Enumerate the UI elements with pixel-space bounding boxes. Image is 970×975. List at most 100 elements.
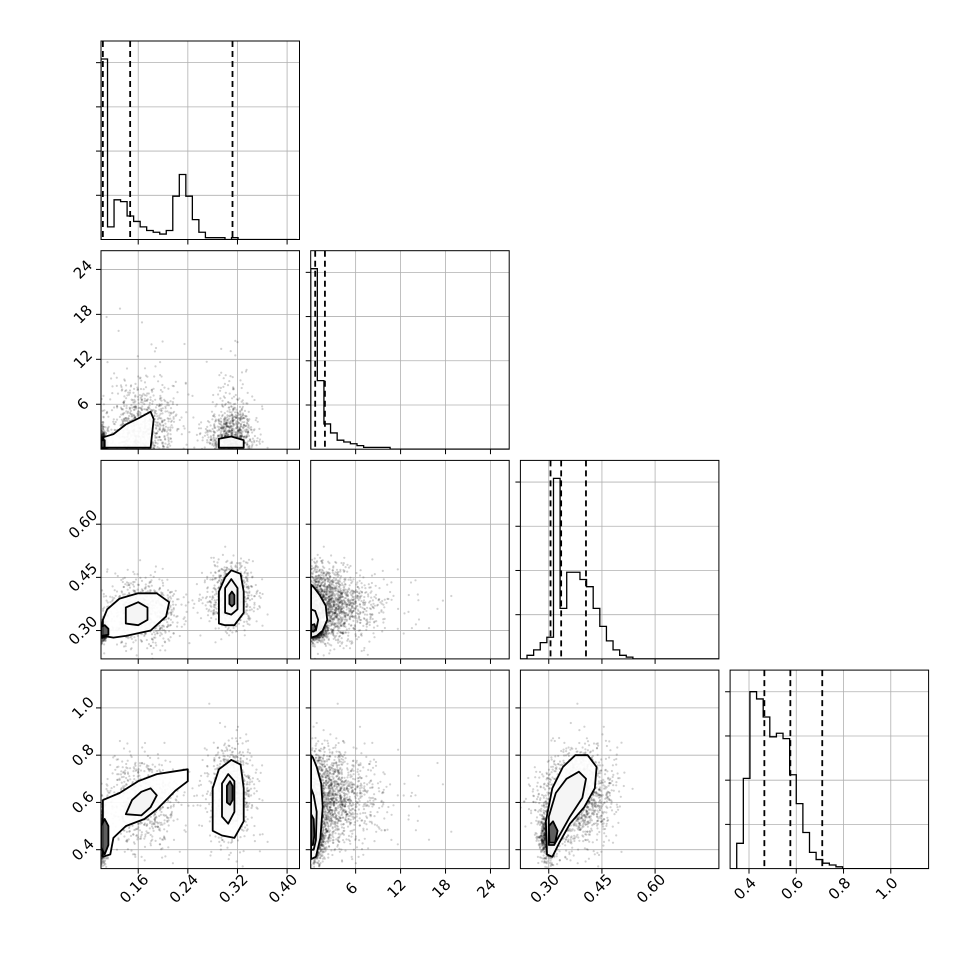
scatter-point: [112, 421, 114, 423]
scatter-point: [229, 422, 231, 424]
scatter-point: [363, 596, 365, 598]
scatter-point: [233, 424, 235, 426]
scatter-point: [142, 590, 144, 592]
scatter-point: [168, 630, 170, 632]
scatter-point: [172, 403, 174, 405]
scatter-point: [259, 592, 261, 594]
scatter-point: [215, 590, 217, 592]
scatter-point: [163, 387, 165, 389]
scatter-point: [227, 384, 229, 386]
scatter-point: [136, 654, 138, 656]
scatter-point: [223, 395, 225, 397]
scatter-point: [218, 429, 220, 431]
scatter-point: [215, 618, 217, 620]
scatter-point: [154, 445, 156, 447]
scatter-point: [134, 590, 136, 592]
scatter-point: [157, 380, 159, 382]
scatter-point: [106, 568, 108, 570]
scatter-point: [111, 600, 113, 602]
scatter-point: [134, 400, 136, 402]
scatter-point: [137, 375, 139, 377]
scatter-point: [191, 395, 193, 397]
scatter-point: [220, 411, 222, 413]
scatter-point: [237, 412, 239, 414]
scatter-point: [246, 609, 248, 611]
scatter-point: [213, 604, 215, 606]
scatter-point: [113, 423, 115, 425]
scatter-point: [226, 410, 228, 412]
scatter-point: [148, 392, 150, 394]
scatter-point: [250, 429, 252, 431]
scatter-point: [238, 417, 240, 419]
scatter-point: [170, 441, 172, 443]
scatter-point: [170, 413, 172, 415]
scatter-point: [175, 616, 177, 618]
scatter-point: [164, 438, 166, 440]
scatter-point: [103, 432, 105, 434]
scatter-point: [183, 425, 185, 427]
scatter-point: [253, 602, 255, 604]
scatter-point: [164, 649, 166, 651]
scatter-point: [127, 637, 129, 639]
scatter-point: [166, 430, 168, 432]
scatter-point: [236, 562, 238, 564]
scatter-point: [116, 405, 118, 407]
scatter-point: [124, 390, 126, 392]
scatter-point: [158, 436, 160, 438]
scatter-point: [259, 443, 261, 445]
panel-background: [311, 460, 510, 659]
scatter-point: [230, 411, 232, 413]
scatter-point: [247, 440, 249, 442]
scatter-point: [158, 409, 160, 411]
scatter-point: [240, 413, 242, 415]
scatter-point: [155, 565, 157, 567]
y-tick-label: 24: [70, 256, 96, 282]
scatter-point: [212, 394, 214, 396]
scatter-point: [106, 361, 108, 363]
scatter-point: [233, 396, 235, 398]
scatter-point: [133, 585, 135, 587]
scatter-point: [220, 579, 222, 581]
scatter-point: [187, 393, 189, 395]
scatter-point: [213, 611, 215, 613]
scatter-point: [106, 600, 108, 602]
scatter-point: [162, 625, 164, 627]
scatter-point: [171, 426, 173, 428]
scatter-point: [243, 572, 245, 574]
scatter-point: [428, 627, 430, 629]
scatter-point: [253, 428, 255, 430]
scatter-point: [142, 393, 144, 395]
scatter-point: [231, 413, 233, 415]
scatter-point: [102, 610, 104, 612]
scatter-point: [161, 443, 163, 445]
scatter-point: [144, 367, 146, 369]
scatter-point: [215, 445, 217, 447]
scatter-point: [148, 404, 150, 406]
scatter-point: [244, 410, 246, 412]
scatter-point: [243, 582, 245, 584]
scatter-point: [127, 411, 129, 413]
scatter-point: [200, 421, 202, 423]
scatter-point: [160, 417, 162, 419]
scatter-point: [224, 546, 226, 548]
scatter-point: [165, 426, 167, 428]
scatter-point: [133, 405, 135, 407]
scatter-point: [176, 598, 178, 600]
scatter-point: [130, 384, 132, 386]
scatter-point: [184, 616, 186, 618]
scatter-point: [246, 403, 248, 405]
scatter-point: [111, 385, 113, 387]
scatter-point: [124, 583, 126, 585]
scatter-point: [226, 416, 228, 418]
scatter-point: [154, 637, 156, 639]
scatter-point: [176, 429, 178, 431]
scatter-point: [164, 630, 166, 632]
scatter-point: [161, 645, 163, 647]
scatter-point: [247, 623, 249, 625]
scatter-point: [215, 419, 217, 421]
scatter-point: [218, 374, 220, 376]
scatter-point: [248, 595, 250, 597]
scatter-point: [137, 399, 139, 401]
scatter-point: [117, 575, 119, 577]
scatter-point: [236, 630, 238, 632]
